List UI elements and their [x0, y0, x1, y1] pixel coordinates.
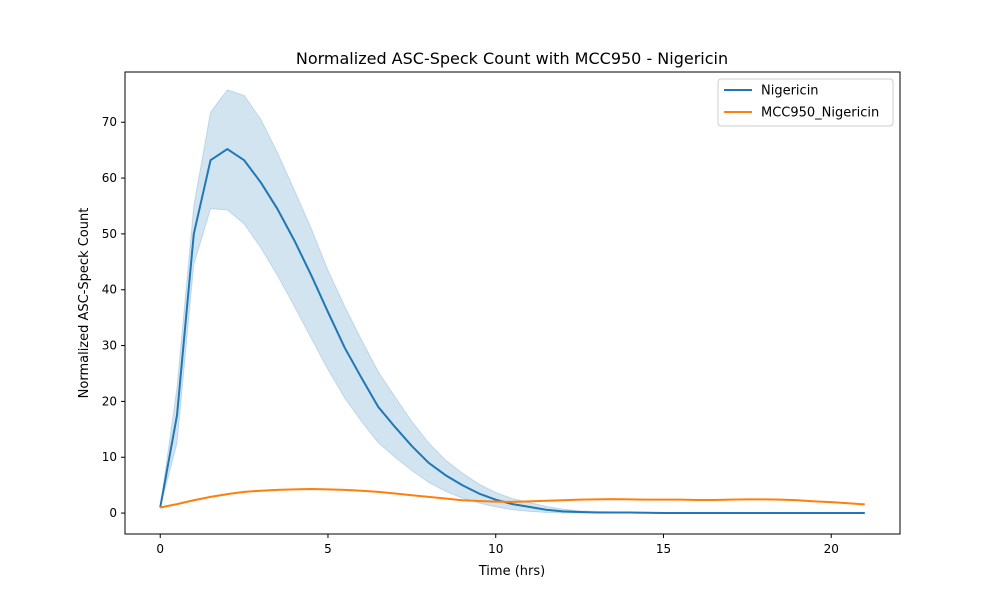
legend-label: Nigericin [761, 84, 819, 99]
series-line-0 [159, 148, 865, 515]
y-axis-label: Normalized ASC-Speck Count [77, 208, 92, 399]
x-axis: 0 5 10 15 20 [156, 534, 839, 556]
x-axis-label: Time (hrs) [478, 564, 545, 579]
x-tick-label: 10 [488, 542, 503, 556]
y-tick-label: 60 [102, 171, 117, 185]
series-line-1 [160, 488, 865, 509]
y-axis: 0 10 20 30 40 50 60 70 [102, 115, 125, 520]
legend: Nigericin MCC950_Nigericin [717, 78, 894, 127]
legend-label: MCC950_Nigericin [761, 106, 879, 121]
legend-box [717, 78, 894, 127]
chart-title: Normalized ASC-Speck Count with MCC950 -… [296, 49, 728, 68]
x-tick-label: 0 [156, 542, 164, 556]
y-tick-label: 20 [102, 394, 117, 408]
y-tick-label: 50 [102, 227, 117, 241]
plot-area [159, 89, 866, 515]
axes-frame [124, 71, 901, 535]
x-tick-label: 15 [656, 542, 671, 556]
x-tick-label: 20 [824, 542, 839, 556]
y-tick-label: 10 [102, 450, 117, 464]
confidence-band-0 [159, 89, 866, 514]
y-tick-label: 40 [102, 283, 117, 297]
x-tick-label: 5 [324, 542, 332, 556]
y-tick-label: 70 [102, 115, 117, 129]
y-tick-label: 30 [102, 339, 117, 353]
y-tick-label: 0 [109, 506, 117, 520]
